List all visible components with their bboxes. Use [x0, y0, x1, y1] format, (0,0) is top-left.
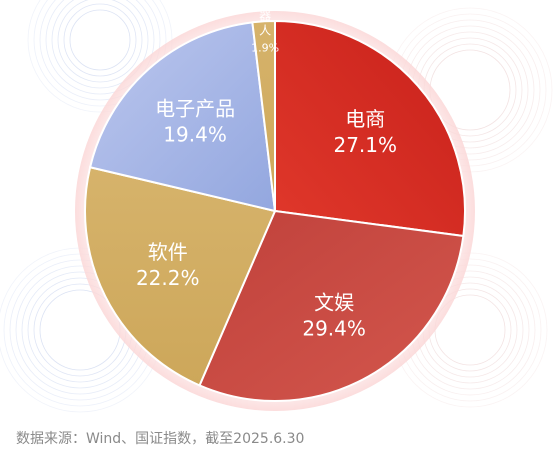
slice-category-4: 电子产品 — [155, 96, 235, 120]
slice-value-4: 19.4% — [163, 122, 227, 146]
pie-slice-5 — [251, 19, 276, 212]
source-note: 数据来源：Wind、国证指数，截至2025.6.30 — [16, 431, 305, 447]
pie-slice-3 — [84, 166, 277, 387]
slice-value-3: 22.2% — [136, 266, 200, 290]
slice-value-1: 27.1% — [333, 133, 397, 157]
slice-category-1: 电商 — [345, 107, 385, 131]
slice-label-5: 机器人 1.9% — [251, 0, 279, 54]
pie-slice-2 — [198, 209, 465, 402]
pie-slice-4 — [88, 21, 277, 213]
pie-slice-1 — [274, 19, 466, 238]
slice-category-3: 软件 — [148, 240, 188, 264]
slice-value-2: 29.4% — [302, 316, 366, 340]
slice-category-2: 文娱 — [314, 290, 354, 314]
